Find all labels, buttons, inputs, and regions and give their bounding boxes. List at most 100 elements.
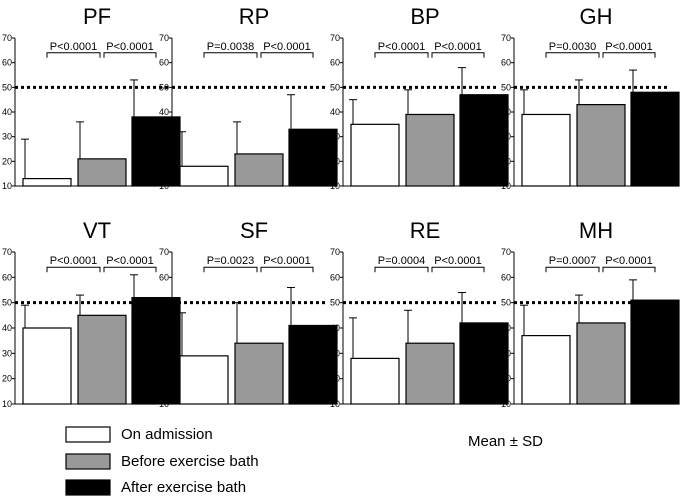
bar-re-after xyxy=(459,322,509,405)
significance-bracket xyxy=(602,266,656,273)
y-tick-label: 60 xyxy=(330,272,340,282)
y-tick-label: 70 xyxy=(2,247,12,257)
y-tick-label: 50 xyxy=(501,82,511,92)
panel-vt: VT 10 20 30 40 50 60 70 P<0.0001 P<0.0001 xyxy=(2,218,181,409)
y-tick-label: 50 xyxy=(330,82,340,92)
bar-pf-before xyxy=(77,158,127,187)
bar-rp-after xyxy=(288,128,338,187)
y-tick-label: 20 xyxy=(330,374,340,384)
panel-pf: PF 10 20 30 40 50 60 70 P<0.0001 P<0.0001 xyxy=(2,4,181,191)
y-tick-label: 20 xyxy=(501,374,511,384)
significance-bracket xyxy=(545,266,600,273)
panels-layer: PF 10 20 30 40 50 60 70 P<0.0001 P<0.0001 RP 10 20 30… xyxy=(2,4,680,409)
y-tick-label: 50 xyxy=(330,298,340,308)
panel-title: RP xyxy=(239,4,270,29)
y-tick-label: 10 xyxy=(2,399,12,409)
y-tick-label: 50 xyxy=(159,298,169,308)
bar-rp-before xyxy=(234,153,284,187)
y-tick-label: 50 xyxy=(2,298,12,308)
panel-mh: MH 10 20 30 40 50 60 70 P=0.0007 P<0.0001 xyxy=(501,218,680,409)
p-value-label: P<0.0001 xyxy=(605,41,652,53)
bar-vt-after xyxy=(131,297,181,405)
y-tick-label: 60 xyxy=(330,58,340,68)
bar-vt-before xyxy=(77,314,127,405)
y-tick-label: 30 xyxy=(2,132,12,142)
legend-swatch xyxy=(65,453,111,470)
legend: On admission Before exercise bath After ex… xyxy=(65,426,543,496)
p-value-label: P<0.0001 xyxy=(50,255,97,267)
p-value-label: P<0.0001 xyxy=(50,41,97,53)
significance-bracket xyxy=(431,52,485,58)
y-tick-label: 40 xyxy=(501,323,511,333)
p-value-label: P<0.0001 xyxy=(106,255,153,267)
y-tick-label: 30 xyxy=(159,348,169,358)
legend-label: Before exercise bath xyxy=(121,453,259,470)
y-tick-label: 70 xyxy=(330,33,340,43)
legend-swatch xyxy=(65,426,111,443)
y-tick-label: 60 xyxy=(2,58,12,68)
y-tick-label: 20 xyxy=(501,156,511,166)
significance-bracket xyxy=(545,52,600,58)
panel-re: RE 10 20 30 40 50 60 70 P=0.0004 P<0.0001 xyxy=(330,218,509,409)
y-tick-label: 70 xyxy=(330,247,340,257)
legend-label: On admission xyxy=(121,426,213,443)
significance-bracket xyxy=(431,266,485,273)
y-tick-label: 70 xyxy=(501,33,511,43)
p-value-label: P<0.0001 xyxy=(434,41,481,53)
bar-gh-admission xyxy=(521,113,571,187)
y-tick-label: 20 xyxy=(159,374,169,384)
y-tick-label: 30 xyxy=(159,132,169,142)
bar-mh-before xyxy=(576,322,626,405)
panel-title: PF xyxy=(83,4,111,29)
p-value-label: P<0.0001 xyxy=(605,255,652,267)
panel-title: MH xyxy=(579,218,613,243)
significance-bracket xyxy=(103,266,157,273)
y-tick-label: 40 xyxy=(330,107,340,117)
y-tick-label: 70 xyxy=(2,33,12,43)
p-value-label: P=0.0023 xyxy=(207,255,254,267)
p-value-label: P<0.0001 xyxy=(263,41,310,53)
panel-title: BP xyxy=(410,4,439,29)
significance-bracket xyxy=(260,266,314,273)
y-tick-label: 20 xyxy=(330,156,340,166)
bar-pf-admission xyxy=(22,178,72,187)
bar-mh-admission xyxy=(521,335,571,405)
bar-vt-admission xyxy=(22,327,72,405)
y-tick-label: 50 xyxy=(2,82,12,92)
p-value-label: P<0.0001 xyxy=(434,255,481,267)
p-value-label: P<0.0001 xyxy=(263,255,310,267)
panel-rp: RP 10 20 30 40 50 60 70 P=0.0038 P<0.0001 xyxy=(159,4,338,191)
p-value-label: P=0.0030 xyxy=(549,41,596,53)
y-tick-label: 40 xyxy=(159,323,169,333)
y-tick-label: 10 xyxy=(159,399,169,409)
y-tick-label: 30 xyxy=(501,132,511,142)
bar-re-admission xyxy=(350,357,400,405)
y-tick-label: 30 xyxy=(501,348,511,358)
legend-label: After exercise bath xyxy=(121,479,246,496)
y-tick-label: 40 xyxy=(501,107,511,117)
stat-note: Mean ± SD xyxy=(468,433,543,450)
y-tick-label: 50 xyxy=(501,298,511,308)
panel-sf: SF 10 20 30 40 50 60 70 P=0.0023 P<0.0001 xyxy=(159,218,338,409)
significance-bracket xyxy=(260,52,314,58)
panel-title: GH xyxy=(580,4,613,29)
y-tick-label: 40 xyxy=(159,107,169,117)
y-tick-label: 30 xyxy=(2,348,12,358)
panel-title: VT xyxy=(83,218,111,243)
bar-gh-after xyxy=(630,91,680,187)
y-tick-label: 20 xyxy=(2,156,12,166)
significance-bracket xyxy=(203,266,258,273)
y-tick-label: 60 xyxy=(501,272,511,282)
y-tick-label: 40 xyxy=(2,107,12,117)
bar-sf-before xyxy=(234,342,284,405)
y-tick-label: 70 xyxy=(159,33,169,43)
significance-bracket xyxy=(103,52,157,58)
y-tick-label: 30 xyxy=(330,348,340,358)
legend-swatch xyxy=(65,479,111,496)
p-value-label: P=0.0007 xyxy=(549,255,596,267)
panel-gh: GH 10 20 30 40 50 60 70 P=0.0030 P<0.0001 xyxy=(501,4,680,191)
bar-bp-after xyxy=(459,94,509,187)
bar-re-before xyxy=(405,342,455,405)
p-value-label: P<0.0001 xyxy=(106,41,153,53)
